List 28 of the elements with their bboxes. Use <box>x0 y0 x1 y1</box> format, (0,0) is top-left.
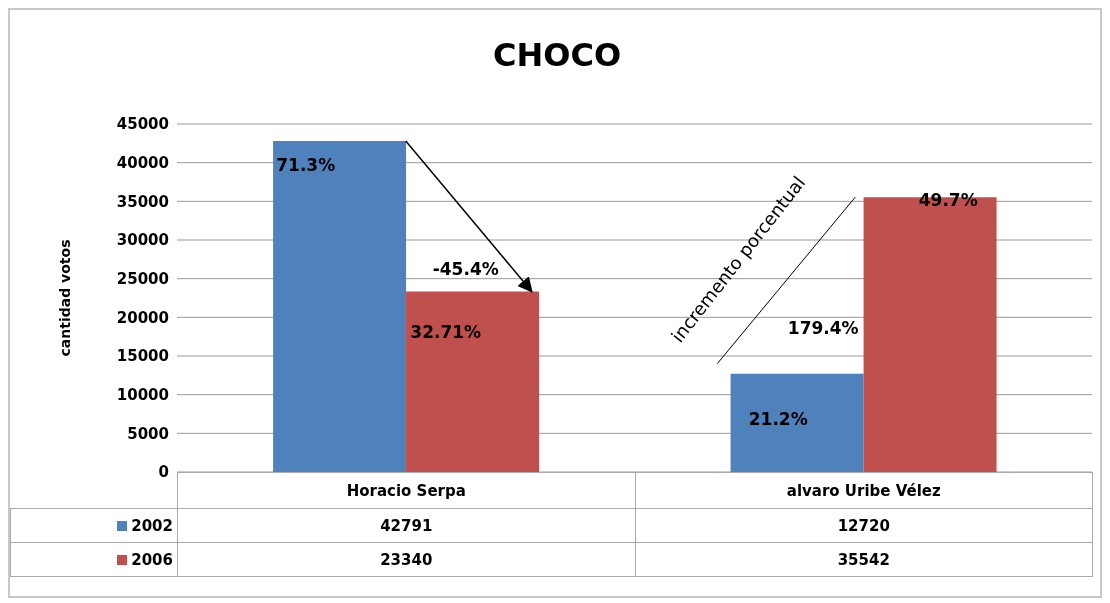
y-tick-label: 15000 <box>116 347 169 366</box>
bar <box>406 291 540 472</box>
chart-title: CHOCO <box>491 36 623 74</box>
y-tick-label: 35000 <box>116 192 169 211</box>
y-axis-title: cantidad votos <box>56 239 73 357</box>
y-tick-label: 25000 <box>116 269 169 288</box>
legend-label: 2002 <box>10 508 178 543</box>
bar <box>273 141 407 472</box>
data-label: 12720 <box>635 508 1093 543</box>
annotation: 21.2% <box>748 408 808 429</box>
x-tick-label: Horacio Serpa <box>177 472 635 509</box>
y-tick-label: 30000 <box>116 231 169 250</box>
annotation: 71.3% <box>276 154 336 175</box>
y-tick-label: 20000 <box>116 308 169 327</box>
y-tick-label: 10000 <box>116 385 169 404</box>
data-label: 35542 <box>635 542 1093 577</box>
annotation: 179.4% <box>787 318 859 339</box>
legend-label: 2006 <box>10 542 178 577</box>
y-tick-label: 0 <box>158 463 169 482</box>
data-label: 23340 <box>177 542 635 577</box>
y-tick-label: 40000 <box>116 153 169 172</box>
x-tick-label: alvaro Uribe Vélez <box>635 472 1093 509</box>
y-tick-label: 45000 <box>116 115 169 134</box>
annotation: 32.71% <box>410 321 482 342</box>
bar <box>730 373 864 472</box>
data-label: 42791 <box>177 508 635 543</box>
y-tick-label: 5000 <box>127 424 169 443</box>
annotation: -45.4% <box>432 259 499 280</box>
